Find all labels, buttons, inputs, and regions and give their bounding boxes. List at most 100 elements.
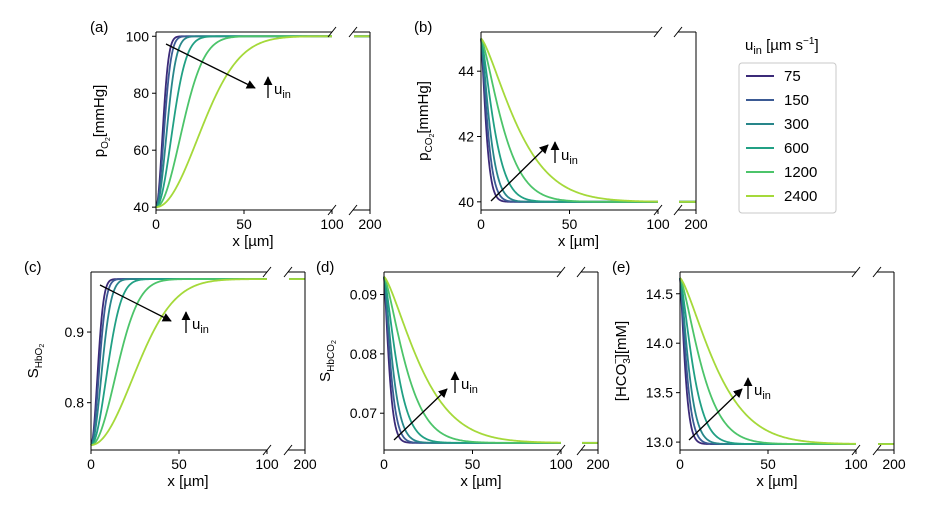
series-line-600: [383, 276, 561, 444]
y-axis-label: pO2[mmHg]: [91, 85, 112, 158]
series-line-600: [155, 35, 332, 209]
y-tick-label: 100: [126, 28, 150, 44]
axis-break-mark: [348, 204, 358, 216]
x-tick-label-break: 200: [586, 456, 610, 472]
series-line-150: [90, 278, 267, 446]
trend-arrow: [688, 388, 743, 441]
axis-break-mark: [576, 444, 586, 456]
legend-entry-75: 75: [784, 68, 801, 85]
axis-break-mark: [673, 26, 683, 38]
series-line-300: [155, 35, 332, 208]
legend-entry-600: 600: [784, 140, 809, 157]
axis-break-mark: [653, 26, 663, 38]
axis-break-mark: [851, 266, 861, 278]
y-tick-label: 44: [458, 63, 474, 79]
x-axis-label: x [µm]: [558, 233, 599, 250]
y-tick-label: 0.8: [65, 395, 85, 411]
series-line-2400: [679, 277, 857, 445]
panel-d: 0.07 0.08 0.09 0 50 100 200 x [µm] SHbCO2 (d) uin: [316, 259, 610, 490]
series-line-1200: [383, 276, 561, 444]
arrow-label: uin: [754, 382, 771, 402]
axis-break-mark: [348, 26, 358, 38]
panel-a: 40 60 80 100 0 50 100 200 x [µm] pO2[mmHg] (a) uin: [90, 19, 382, 250]
y-tick-label: 0.9: [65, 324, 85, 340]
series-line-75: [90, 278, 267, 446]
series-line-300: [90, 278, 267, 446]
x-tick-label: 50: [562, 216, 578, 232]
series-line-2400: [90, 278, 267, 446]
x-tick-label: 0: [152, 216, 160, 232]
x-tick-label: 0: [380, 456, 388, 472]
x-tick-label-break: 200: [293, 456, 317, 472]
y-tick-label: 60: [133, 142, 149, 158]
arrow-label: uin: [561, 147, 578, 167]
x-tick-label: 50: [171, 456, 187, 472]
axis-break-mark: [262, 266, 272, 278]
axis-break-mark: [576, 266, 586, 278]
series-line-600: [679, 277, 856, 445]
axis-break-mark: [283, 444, 293, 456]
x-axis-label: x [µm]: [756, 473, 797, 490]
x-tick-label: 100: [844, 456, 868, 472]
series-line-75: [155, 35, 332, 208]
series-line-2400: [480, 37, 659, 203]
legend-entry-150: 150: [784, 92, 809, 109]
series-line-2400: [155, 35, 332, 209]
y-tick-label: 40: [458, 194, 474, 210]
y-axis-label: pCO2[mmHg]: [415, 81, 436, 161]
series-line-1200: [679, 277, 856, 445]
x-tick-label: 100: [549, 456, 573, 472]
series-line-600: [480, 38, 658, 203]
legend-entry-2400: 2400: [784, 188, 817, 205]
panel-c: 0.8 0.9 0 50 100 200 x [µm] SHbO2 (c) uin: [24, 259, 317, 490]
panel-label: (d): [316, 259, 334, 276]
trend-arrow: [99, 284, 172, 322]
x-tick-label: 0: [87, 456, 95, 472]
panel-label: (b): [414, 19, 432, 36]
x-tick-label-break: 200: [684, 216, 708, 232]
series-line-1200: [90, 278, 267, 446]
y-tick-label: 40: [133, 199, 149, 215]
series-line-600: [90, 278, 267, 446]
legend-entry-1200: 1200: [784, 164, 817, 181]
x-tick-label: 0: [676, 456, 684, 472]
y-tick-label: 13.5: [646, 385, 673, 401]
axis-break-mark: [872, 266, 882, 278]
x-tick-label: 100: [320, 216, 344, 232]
x-tick-label-break: 200: [882, 456, 906, 472]
x-tick-label: 50: [465, 456, 481, 472]
y-axis-label: SHbO2: [25, 344, 46, 379]
y-axis-label: SHbCO2: [317, 340, 338, 382]
series-line-2400: [383, 276, 562, 444]
trend-arrow: [165, 43, 256, 89]
x-tick-label-break: 200: [358, 216, 382, 232]
arrow-label: uin: [192, 316, 209, 336]
axis-break-mark: [556, 266, 566, 278]
series-line-1200: [155, 35, 332, 209]
y-tick-label: 14.5: [646, 286, 673, 302]
trend-arrow: [490, 144, 549, 202]
panel-e: 13.0 13.5 14.0 14.5 0 50 100 200 x [µm] [HCO3−][m…: [611, 259, 906, 490]
arrow-label: uin: [274, 81, 291, 101]
legend: uin [µm s−1] 75 150 300 600 1200 2400: [738, 36, 837, 214]
x-tick-label: 50: [236, 216, 252, 232]
x-tick-label: 50: [760, 456, 776, 472]
panel-label: (c): [24, 259, 42, 276]
axis-break-mark: [872, 444, 882, 456]
x-axis-label: x [µm]: [167, 473, 208, 490]
y-tick-label: 42: [458, 129, 474, 145]
y-tick-label: 14.0: [646, 335, 673, 351]
x-axis-label: x [µm]: [460, 473, 501, 490]
x-tick-label: 100: [255, 456, 279, 472]
x-tick-label: 100: [646, 216, 670, 232]
x-tick-label: 0: [477, 216, 485, 232]
y-tick-label: 80: [133, 85, 149, 101]
trend-arrow: [393, 388, 448, 441]
panel-label: (a): [90, 19, 108, 36]
axis-break-mark: [327, 26, 337, 38]
y-tick-label: 0.07: [350, 405, 377, 421]
series-line-150: [155, 35, 332, 208]
panel-b: 40 42 44 0 50 100 200 x [µm] pCO2[mmHg] (b) uin: [414, 19, 708, 250]
